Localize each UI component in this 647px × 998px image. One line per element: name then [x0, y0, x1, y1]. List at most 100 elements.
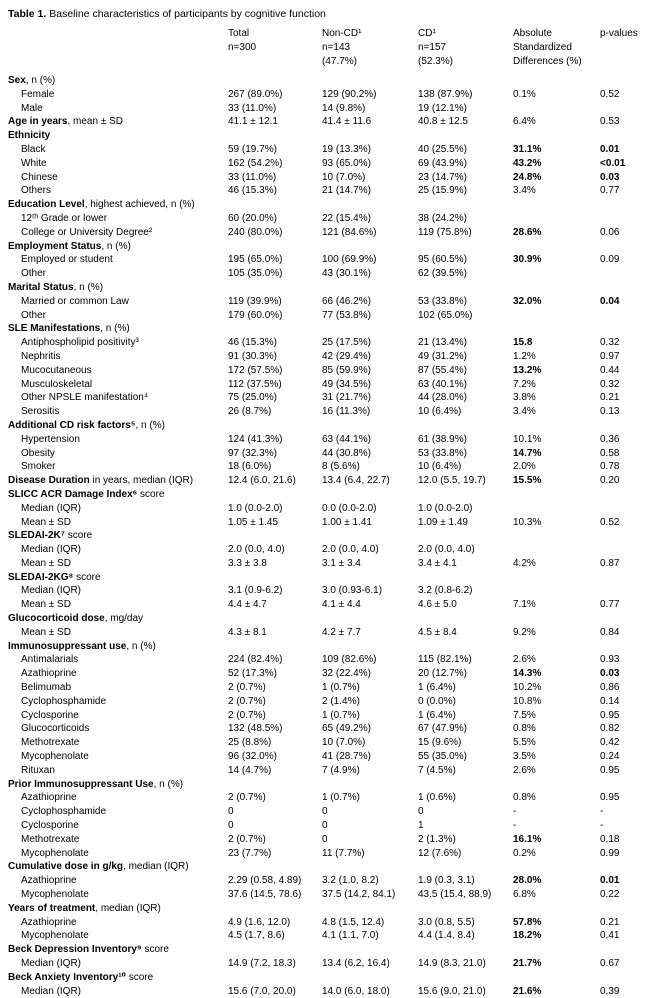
header-row: Total n=300 Non-CD¹ n=143 (47.7%) CD¹ n=157 (52…: [8, 27, 645, 74]
p-value-cell: [600, 102, 645, 116]
row-label: Education Level, highest achieved, n (%): [8, 199, 195, 211]
cd-cell: [418, 529, 513, 543]
p-value-cell: 0.32: [600, 337, 620, 349]
p-value-cell: 0.24: [600, 751, 620, 763]
cd-cell: 43.5 (15.4, 88.9): [418, 889, 492, 901]
row-label: College or University Degree²: [21, 226, 153, 238]
table-header: Total n=300 Non-CD¹ n=143 (47.7%) CD¹ n=157 (52…: [8, 27, 645, 74]
row-label: Ethnicity: [8, 130, 51, 142]
asd-cell: [513, 529, 600, 543]
total-cell: 41.1 ± 12.1: [228, 116, 278, 128]
row-label: Age in years, mean ± SD: [8, 116, 123, 128]
row-label: Cyclosporine: [21, 709, 79, 721]
p-value-cell: 0.93: [600, 654, 620, 666]
row-label: Methotrexate: [21, 737, 80, 749]
non-cd-cell: 19 (13.3%): [322, 143, 371, 155]
cd-cell: 44 (28.0%): [418, 392, 467, 404]
table-body: Sex, n (%) Female 267 (89.0%) 129 (90.2%) 13…: [8, 74, 645, 998]
total-cell: [228, 488, 322, 502]
row-label: Other: [21, 268, 47, 280]
non-cd-cell: [322, 281, 418, 295]
table-row: Methotrexate 25 (8.8%) 10 (7.0%) 15 (9.6%) 5…: [8, 736, 645, 750]
asd-cell: 2.0%: [513, 461, 536, 473]
table-row: Glucocorticoids 132 (48.5%) 65 (49.2%) 67 (…: [8, 722, 645, 736]
p-value-cell: [600, 309, 645, 323]
asd-cell: [513, 267, 600, 281]
p-value-cell: 0.67: [600, 958, 620, 969]
non-cd-cell: 3.0 (0.93-6.1): [322, 585, 383, 597]
p-value-cell: 0.42: [600, 737, 620, 749]
table-row: SLICC ACR Damage Index⁶ score: [8, 488, 645, 502]
non-cd-cell: [322, 529, 418, 543]
cd-cell: [418, 971, 513, 985]
table-row: Mean ± SD 3.3 ± 3.8 3.1 ± 3.4 3.4 ± 4.1 4.2%…: [8, 557, 645, 571]
table-row: Cyclophosphamide 0 0 0 - -: [8, 805, 645, 819]
cd-cell: 40.8 ± 12.5: [418, 116, 468, 128]
p-value-cell: [600, 267, 645, 281]
table-row: Married or common Law 119 (39.9%) 66 (46.2…: [8, 295, 645, 309]
cd-cell: 67 (47.9%): [418, 723, 467, 735]
non-cd-cell: 66 (46.2%): [322, 295, 371, 307]
non-cd-cell: 11 (7.7%): [322, 847, 365, 859]
table-row: Nephritis 91 (30.3%) 42 (29.4%) 49 (31.2%) 1…: [8, 350, 645, 364]
column-header-p-values: p-values: [600, 28, 638, 39]
p-value-cell: 0.41: [600, 930, 620, 942]
asd-cell: 10.1%: [513, 433, 542, 445]
row-label: Glucocorticoids: [21, 723, 90, 735]
non-cd-cell: 2 (1.4%): [322, 695, 360, 707]
cd-cell: 12 (7.6%): [418, 847, 462, 859]
cd-cell: 19 (12.1%): [418, 102, 467, 114]
cd-cell: 1.0 (0.0-2.0): [418, 502, 473, 514]
row-label: Mean ± SD: [21, 599, 71, 611]
table-row: SLEDAI-2K⁷ score: [8, 529, 645, 543]
cd-cell: 14.9 (8.3, 21.0): [418, 958, 486, 969]
non-cd-cell: 65 (49.2%): [322, 723, 371, 735]
table-row: Employed or student 195 (65.0%) 100 (69.9%…: [8, 253, 645, 267]
p-value-cell: [600, 543, 645, 557]
p-value-cell: 0.03: [600, 171, 620, 183]
row-label: SLICC ACR Damage Index⁶ score: [8, 488, 165, 500]
table-row: Years of treatment, median (IQR): [8, 902, 645, 916]
cd-cell: 4.4 (1.4, 8.4): [418, 930, 475, 942]
total-cell: 1.05 ± 1.45: [228, 516, 278, 528]
table-row: Mycophenolate 96 (32.0%) 41 (28.7%) 55 (35.…: [8, 750, 645, 764]
p-value-cell: 0.95: [600, 764, 620, 776]
total-cell: 4.3 ± 8.1: [228, 626, 267, 638]
asd-cell: [513, 778, 600, 792]
column-header-cd: CD¹ n=157 (52.3%): [418, 28, 454, 67]
cd-cell: 20 (12.7%): [418, 668, 467, 680]
p-value-cell: -: [600, 806, 604, 818]
p-value-cell: [600, 240, 645, 254]
cd-cell: 119 (75.8%): [418, 226, 472, 238]
cd-cell: 4.6 ± 5.0: [418, 599, 457, 611]
row-label: Other: [21, 309, 47, 321]
p-value-cell: 0.09: [600, 254, 620, 266]
non-cd-cell: 0: [322, 833, 328, 845]
row-label: Beck Anxiety Inventory¹⁰ score: [8, 971, 154, 983]
cd-cell: 62 (39.5%): [418, 268, 467, 280]
row-label: Mean ± SD: [21, 516, 71, 528]
asd-cell: 2.6%: [513, 654, 536, 666]
asd-cell: 3.4%: [513, 185, 536, 197]
total-cell: 18 (6.0%): [228, 461, 272, 473]
table-row: Hypertension 124 (41.3%) 63 (44.1%) 61 (38.…: [8, 433, 645, 447]
row-label: Antimalarials: [21, 654, 79, 666]
non-cd-cell: 49 (34.5%): [322, 378, 371, 390]
row-label: Median (IQR): [21, 502, 82, 514]
p-value-cell: 0.86: [600, 682, 620, 694]
p-value-cell: [600, 281, 645, 295]
row-label: Marital Status, n (%): [8, 281, 104, 293]
table-row: Female 267 (89.0%) 129 (90.2%) 138 (87.9%) 0…: [8, 88, 645, 102]
p-value-cell: [600, 74, 645, 88]
asd-cell: [513, 322, 600, 336]
asd-cell: 57.8%: [513, 916, 542, 928]
non-cd-cell: 14.0 (6.0, 18.0): [322, 985, 390, 997]
non-cd-cell: [322, 129, 418, 143]
asd-cell: [513, 860, 600, 874]
p-value-cell: [600, 971, 645, 985]
total-cell: 25 (8.8%): [228, 737, 272, 749]
cd-cell: 38 (24.2%): [418, 212, 467, 224]
total-cell: 162 (54.2%): [228, 157, 283, 169]
cd-cell: 63 (40.1%): [418, 378, 467, 390]
non-cd-cell: [322, 640, 418, 654]
